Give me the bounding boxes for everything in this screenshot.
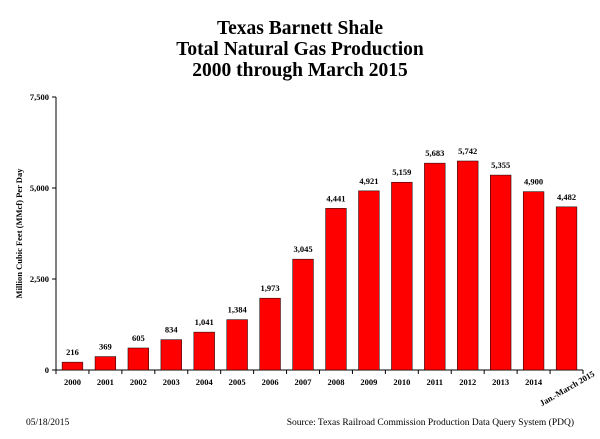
y-axis-title-group: Million Cubic Feet (MMcf) Per Day	[14, 168, 24, 299]
value-label-bg	[452, 143, 483, 157]
x-tick-label: 2010	[393, 377, 410, 387]
value-label: 1,041	[195, 317, 214, 327]
value-label-bg	[128, 330, 149, 344]
x-tick-label: 2013	[492, 377, 509, 387]
x-tick-label: 2005	[229, 377, 246, 387]
value-label: 369	[99, 342, 112, 352]
value-label-bg	[188, 315, 220, 329]
bar-2010	[391, 181, 413, 371]
bar-2000	[61, 361, 84, 371]
value-label: 5,742	[458, 146, 477, 156]
x-tick-label: Jan.-March 2015	[538, 369, 596, 409]
bars	[61, 160, 578, 371]
value-label-bg	[62, 345, 83, 359]
bar-2002	[127, 347, 149, 371]
value-label: 4,900	[524, 177, 543, 187]
bar-2011	[424, 162, 446, 371]
bar-2004	[193, 331, 215, 371]
x-tick-label: 2007	[295, 377, 313, 387]
bar-2012	[457, 160, 479, 371]
x-tick-label: 2009	[360, 377, 377, 387]
value-label-bg	[518, 174, 549, 188]
x-tick-label: 2003	[163, 377, 180, 387]
value-label-bg	[221, 302, 253, 316]
x-tick-label: 2006	[262, 377, 279, 387]
y-tick-label: 5,000	[30, 183, 49, 193]
value-label-bg	[320, 191, 352, 205]
chart-title: Texas Barnett Shale Total Natural Gas Pr…	[0, 18, 600, 81]
value-label: 216	[66, 347, 79, 357]
x-tick-label: 2001	[97, 377, 114, 387]
value-label-bg	[419, 146, 451, 160]
y-tick-label: 0	[45, 365, 49, 375]
value-label: 1,973	[261, 283, 280, 293]
value-label-bg	[95, 339, 116, 353]
bar-2008	[325, 208, 347, 371]
value-label-bg	[353, 173, 385, 187]
chart-title-line-3: 2000 through March 2015	[192, 60, 408, 81]
y-tick-label: 7,500	[30, 92, 49, 102]
x-tick-label: 2014	[525, 377, 543, 387]
x-tick-label: 2000	[64, 377, 81, 387]
value-label: 3,045	[293, 244, 312, 254]
y-tick-label: 2,500	[30, 274, 49, 284]
x-tick-labels: 2000 2001 2002 2003 2004 2005 2006 2007 2008 2009…	[64, 369, 596, 409]
chart-title-line-1: Texas Barnett Shale	[216, 18, 384, 39]
x-tick-label: 2004	[196, 377, 214, 387]
value-labels: 216 369 605 834 1,041 1,384 1,973 3,045 4,441 4,9…	[62, 143, 582, 359]
value-label-bg	[485, 158, 516, 172]
value-label: 4,921	[359, 176, 378, 186]
value-label: 4,482	[557, 192, 576, 202]
bar-2003	[160, 339, 182, 371]
value-label-bg	[161, 322, 182, 336]
bar-2014	[522, 191, 545, 371]
bar-2007	[292, 258, 314, 371]
x-tick-label: 2011	[427, 377, 444, 387]
x-tick-label: 2008	[327, 377, 344, 387]
bar-2009	[358, 190, 380, 371]
value-label: 5,355	[491, 160, 510, 170]
footer-date: 05/18/2015	[26, 418, 70, 428]
chart-title-line-2: Total Natural Gas Production	[176, 39, 424, 60]
value-label: 1,384	[228, 305, 248, 315]
x-tick-label: 2002	[130, 377, 147, 387]
value-label-bg	[287, 242, 319, 256]
x-tick-label: 2012	[459, 377, 476, 387]
footer-source: Source: Texas Railroad Commission Produc…	[286, 418, 574, 428]
value-label: 4,441	[326, 193, 345, 203]
bar-2013	[490, 174, 512, 371]
value-label-bg	[254, 281, 286, 295]
bar-2006	[259, 297, 281, 371]
y-axis-title: Million Cubic Feet (MMcf) Per Day	[14, 168, 24, 299]
bar-jan-march-2015	[555, 206, 578, 371]
value-label-bg	[551, 189, 582, 203]
bar-2005	[226, 319, 248, 371]
value-label-bg	[386, 165, 418, 179]
value-label: 5,683	[425, 148, 444, 158]
value-label: 5,159	[392, 167, 411, 177]
value-label: 834	[165, 325, 179, 335]
bar-2001	[94, 356, 117, 371]
value-label: 605	[132, 333, 145, 343]
